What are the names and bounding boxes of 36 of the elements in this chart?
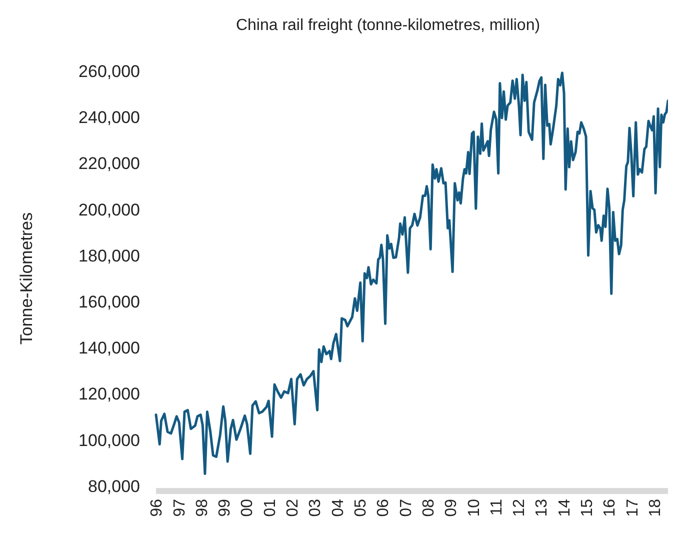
x-tick-label: 16 [602,498,619,517]
y-tick-label: 120,000 [78,384,140,404]
x-tick-label: 97 [171,498,188,517]
y-tick-label: 100,000 [78,430,140,450]
y-tick-label: 180,000 [78,246,140,266]
x-tick-label: 05 [352,498,370,517]
x-tick-label: 09 [443,498,460,517]
y-tick-label: 200,000 [78,200,140,220]
x-tick-label: 03 [307,498,324,517]
chart-title: China rail freight (tonne-kilometres, million) [236,17,540,34]
x-tick-label: 96 [148,498,166,517]
x-tick-label: 00 [239,498,256,517]
x-tick-label: 08 [420,498,438,517]
x-tick-label: 98 [194,498,211,517]
x-tick-label: 13 [534,498,551,517]
y-tick-label: 80,000 [88,476,140,496]
y-tick-label: 160,000 [78,292,140,312]
y-axis-title: Tonne-Kilometres [17,212,36,345]
x-tick-label: 17 [624,498,642,517]
x-tick-label: 10 [466,498,483,517]
x-tick-label: 06 [375,498,392,517]
x-tick-label: 99 [216,498,234,517]
x-tick-label: 14 [556,498,574,517]
line-series [154,72,668,476]
y-tick-label: 220,000 [78,154,140,174]
x-tick-label: 15 [579,498,596,517]
x-tick-label: 18 [647,498,664,517]
x-tick-label: 07 [398,498,415,517]
y-tick-label: 140,000 [78,338,140,358]
x-tick-label: 12 [511,498,528,517]
x-tick-label: 11 [488,498,506,516]
x-tick-label: 04 [330,498,347,517]
x-tick-label: 02 [284,498,302,517]
y-tick-label: 260,000 [78,62,140,81]
x-tick-label: 01 [262,498,279,517]
y-tick-label: 240,000 [78,108,140,128]
